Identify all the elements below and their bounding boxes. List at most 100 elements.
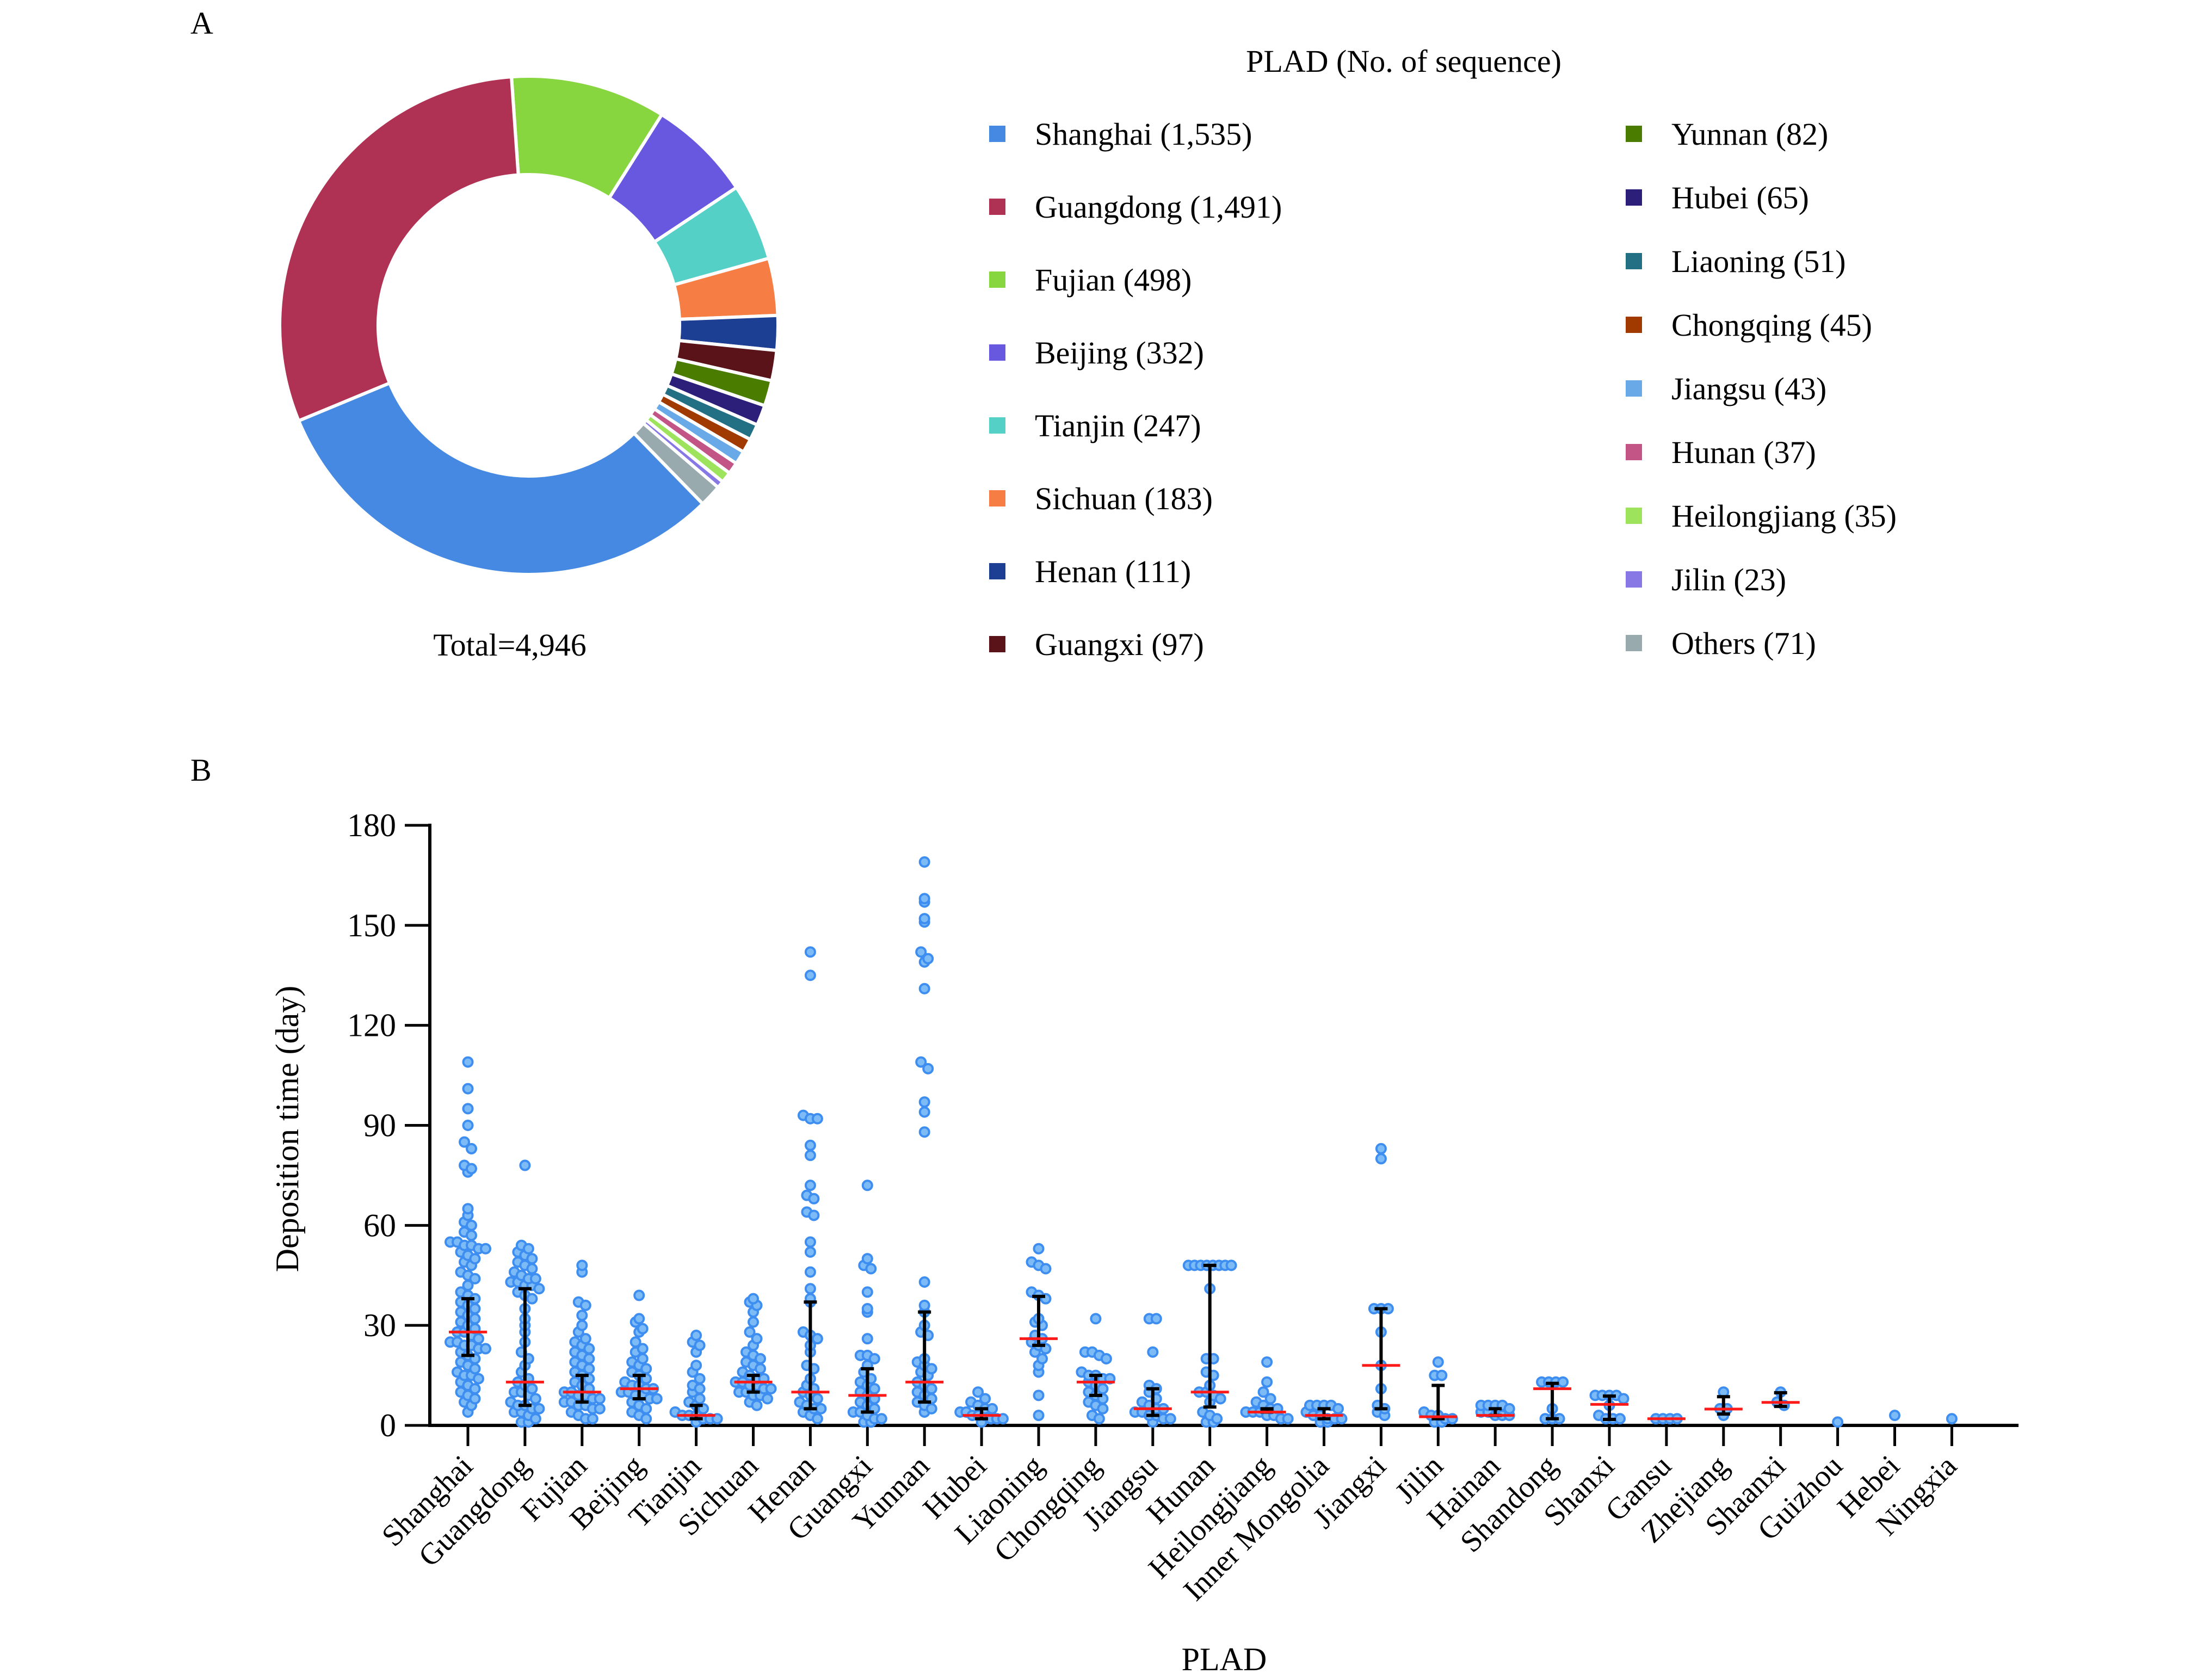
data-point-fujian: [576, 1319, 588, 1331]
legend-item: Chongqing (45): [1626, 307, 1872, 343]
data-point-shanghai: [462, 1083, 474, 1095]
data-point-henan: [811, 1393, 823, 1405]
legend-swatch: [989, 636, 1005, 652]
legend-item: Jilin (23): [1626, 562, 1786, 597]
legend-label: Liaoning (51): [1671, 244, 1846, 279]
data-point-beijing: [633, 1289, 645, 1301]
data-point-sichuan: [751, 1333, 763, 1345]
donut-slice-guangdong: [278, 75, 520, 423]
legend-label: Others (71): [1671, 626, 1816, 661]
legend-label: Fujian (498): [1035, 262, 1192, 298]
data-point-guangxi: [868, 1352, 880, 1364]
legend-label: Heilongjiang (35): [1671, 498, 1897, 534]
data-point-guangdong: [526, 1293, 538, 1305]
data-point-shanghai: [466, 1163, 477, 1175]
legend-label: Jiangsu (43): [1671, 371, 1826, 406]
legend-swatch: [989, 271, 1005, 288]
data-point-chongqing: [1100, 1352, 1112, 1364]
data-point-yunnan: [922, 953, 934, 965]
data-point-henan: [804, 1139, 816, 1151]
data-point-yunnan: [918, 1299, 930, 1311]
data-point-fujian: [594, 1393, 606, 1405]
data-point-hubei: [997, 1413, 1009, 1425]
y-axis-title: Deposition time (day): [269, 986, 305, 1273]
legend-item: Hubei (65): [1626, 180, 1809, 215]
legend-label: Henan (111): [1035, 554, 1191, 589]
data-point-heilongjiang: [1264, 1393, 1276, 1405]
data-point-yunnan: [918, 1106, 930, 1118]
y-tick-label: 60: [363, 1207, 396, 1243]
data-point-henan: [804, 1283, 816, 1295]
data-point-yunnan: [915, 946, 927, 958]
legend-label: Jilin (23): [1671, 562, 1786, 597]
data-point-shanghai: [473, 1333, 484, 1345]
data-point-guangxi: [861, 1303, 873, 1315]
data-point-henan: [804, 969, 816, 981]
data-point-beijing: [629, 1336, 641, 1348]
data-point-shanghai: [462, 1120, 474, 1131]
data-point-henan: [815, 1403, 827, 1415]
panel-label-a: A: [190, 5, 213, 41]
legend-label: Shanghai (1,535): [1035, 116, 1252, 152]
data-point-beijing: [637, 1343, 649, 1355]
data-point-yunnan: [918, 1126, 930, 1138]
data-point-guangdong: [522, 1243, 534, 1255]
legend-swatch: [989, 199, 1005, 215]
data-point-henan: [804, 1236, 816, 1248]
data-point-sichuan: [755, 1352, 766, 1364]
data-point-yunnan: [918, 1276, 930, 1288]
donut-chart: [278, 75, 780, 576]
data-point-fujian: [576, 1310, 588, 1321]
data-point-fujian: [576, 1259, 588, 1271]
data-point-beijing: [651, 1393, 663, 1405]
legend-label: Guangxi (97): [1035, 627, 1204, 662]
data-point-guangdong: [526, 1263, 538, 1275]
data-point-yunnan: [918, 893, 930, 905]
data-point-jiangsu: [1150, 1313, 1162, 1325]
legend-item: Guangdong (1,491): [989, 189, 1282, 225]
data-point-shanghai: [469, 1393, 481, 1405]
data-point-tianjin: [690, 1330, 702, 1342]
legend-label: Hubei (65): [1671, 180, 1809, 215]
legend-item: Yunnan (82): [1626, 116, 1828, 152]
data-point-tianjin: [694, 1393, 706, 1405]
data-point-beijing: [637, 1323, 649, 1335]
data-point-guangdong: [526, 1383, 538, 1395]
legend-item: Hunan (37): [1626, 435, 1816, 470]
data-point-liaoning: [1036, 1352, 1048, 1364]
data-point-fujian: [579, 1333, 591, 1345]
legend-swatch: [989, 490, 1005, 507]
data-point-jiangsu: [1164, 1413, 1176, 1425]
legend-item: Sichuan (183): [989, 481, 1213, 516]
data-point-jiangxi: [1375, 1142, 1387, 1154]
data-point-jilin: [1432, 1356, 1444, 1368]
data-point-hubei: [986, 1403, 998, 1415]
data-point-henan: [804, 1266, 816, 1278]
data-point-beijing: [640, 1413, 652, 1425]
legend-swatch: [1626, 635, 1642, 651]
data-point-fujian: [579, 1299, 591, 1311]
data-point-hubei: [979, 1393, 991, 1405]
data-point-henan: [808, 1209, 820, 1221]
data-point-shanghai: [469, 1273, 481, 1284]
total-label: Total=4,946: [433, 627, 587, 663]
data-point-heilongjiang: [1282, 1413, 1294, 1425]
legend-label: Chongqing (45): [1671, 307, 1872, 343]
data-point-guangxi: [875, 1413, 887, 1425]
data-point-hunan: [1211, 1413, 1223, 1425]
data-point-liaoning: [1033, 1389, 1045, 1401]
legend-item: Shanghai (1,535): [989, 116, 1252, 152]
donut-slice-shanghai: [297, 381, 705, 576]
data-point-chongqing: [1097, 1403, 1109, 1415]
data-point-heilongjiang: [1261, 1356, 1273, 1368]
data-point-hubei: [972, 1386, 984, 1398]
data-point-henan: [804, 1246, 816, 1258]
data-point-guizhou: [1832, 1416, 1844, 1428]
y-tick-label: 30: [363, 1307, 396, 1343]
data-point-guangdong: [519, 1159, 531, 1171]
data-point-shanghai: [466, 1219, 477, 1231]
data-point-hunan: [1214, 1393, 1226, 1405]
data-point-shanghai: [469, 1303, 481, 1315]
data-point-yunnan: [918, 913, 930, 925]
y-tick-label: 0: [380, 1407, 396, 1443]
